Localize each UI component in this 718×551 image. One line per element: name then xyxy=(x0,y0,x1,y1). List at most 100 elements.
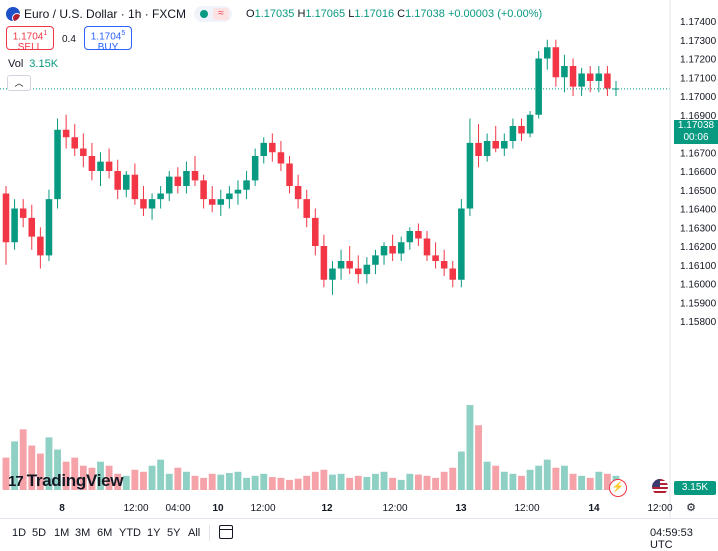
volume-bar xyxy=(578,475,586,490)
volume-bar xyxy=(363,477,371,490)
time-tick-label: 12:00 xyxy=(250,503,275,514)
range-1y-button[interactable]: 1Y xyxy=(147,527,161,539)
range-ytd-button[interactable]: YTD xyxy=(119,527,141,539)
collapse-legend-chevron-up-icon[interactable]: ︿ xyxy=(7,75,31,91)
volume-bar xyxy=(131,469,139,490)
candle-body xyxy=(389,246,396,254)
tradingview-logo-mark-icon: 17 xyxy=(8,472,24,490)
range-all-button[interactable]: All xyxy=(188,527,201,539)
volume-bar xyxy=(268,477,276,490)
volume-bar xyxy=(586,477,594,490)
candle-body xyxy=(501,141,508,149)
volume-bar xyxy=(36,453,44,490)
price-tick-label: 1.17300 xyxy=(680,36,717,47)
buy-button[interactable]: 1.17045 BUY xyxy=(84,26,132,53)
price-tick-label: 1.16900 xyxy=(680,111,717,122)
volume-bar xyxy=(440,471,448,490)
candle-body xyxy=(80,148,87,156)
volume-bar xyxy=(526,469,534,490)
volume-bar xyxy=(492,465,500,490)
candle-body xyxy=(466,142,474,209)
volume-bar xyxy=(62,461,70,490)
candle-body xyxy=(2,193,10,243)
range-6m-button[interactable]: 6M xyxy=(97,527,113,539)
us-flag-icon[interactable] xyxy=(652,479,668,495)
candle-body xyxy=(45,199,53,256)
symbol-legend[interactable]: Euro / U.S. Dollar · 1h · FXCM ≈ O1.1703… xyxy=(6,4,542,24)
sell-button[interactable]: 1.17041 SELL xyxy=(6,26,54,53)
price-tick-label: 1.17400 xyxy=(680,17,717,28)
volume-legend[interactable]: Vol 3.15K xyxy=(8,58,59,70)
price-tick-label: 1.16700 xyxy=(680,148,717,159)
volume-bar xyxy=(466,405,474,490)
volume-bar xyxy=(509,473,517,490)
volume-bar xyxy=(303,475,311,490)
volume-bar xyxy=(320,469,328,490)
wave-icon: ≈ xyxy=(213,8,230,20)
candle-body xyxy=(561,66,568,78)
economic-events-flash-icon[interactable]: ⚡ xyxy=(609,479,627,497)
volume-bar xyxy=(354,475,362,490)
candle-body xyxy=(277,152,285,164)
volume-bar xyxy=(2,457,10,490)
price-axis[interactable]: 1.17400 1.17300 1.17200 1.17100 1.17000 1.169… xyxy=(669,0,717,518)
range-5d-button[interactable]: 5D xyxy=(32,527,47,539)
time-tick-label: 12:00 xyxy=(647,503,672,514)
volume-bar xyxy=(97,461,104,490)
axis-settings-gear-icon[interactable]: ⚙ xyxy=(686,501,696,514)
candle-body xyxy=(595,73,603,81)
utc-clock[interactable]: 04:59:53 UTC xyxy=(650,527,693,551)
candle-body xyxy=(406,231,414,243)
volume-bar xyxy=(449,467,457,490)
volume-bar xyxy=(603,473,611,490)
candle-body xyxy=(37,236,44,256)
candle-body xyxy=(165,176,173,194)
candle-body xyxy=(509,126,517,141)
candle-body xyxy=(518,126,525,134)
candle-body xyxy=(483,141,491,156)
volume-bar xyxy=(277,477,285,490)
volume-bar xyxy=(518,475,525,490)
candle-body xyxy=(535,58,542,115)
candle-body xyxy=(71,137,78,149)
candle-body xyxy=(140,199,147,209)
volume-bar xyxy=(569,473,577,490)
candle-body xyxy=(354,268,362,275)
symbol-title[interactable]: Euro / U.S. Dollar · 1h · FXCM xyxy=(24,7,187,21)
tradingview-logo[interactable]: 17 TradingView xyxy=(8,471,124,490)
candle-body xyxy=(105,161,113,172)
range-5y-button[interactable]: 5Y xyxy=(167,527,181,539)
go-to-date-calendar-icon[interactable] xyxy=(219,525,233,539)
volume-bar xyxy=(54,449,61,490)
candle-body xyxy=(243,180,250,190)
candle-body xyxy=(251,156,259,181)
price-tick-label: 1.15800 xyxy=(680,317,717,328)
volume-bar xyxy=(414,474,422,490)
candle-body xyxy=(157,193,164,200)
range-1m-button[interactable]: 1M xyxy=(54,527,70,539)
price-tick-label: 1.17000 xyxy=(680,92,717,103)
candle-body xyxy=(380,246,388,256)
candle-body xyxy=(294,186,302,200)
range-1d-button[interactable]: 1D xyxy=(12,527,27,539)
price-tick-label: 1.16100 xyxy=(680,261,717,272)
time-axis[interactable]: 8 12:00 04:00 10 12:00 12 12:00 13 12:00 14 12:00 ⚙ xyxy=(59,501,696,514)
candle-body xyxy=(217,199,225,205)
volume-bar xyxy=(191,475,199,490)
time-tick-label: 13 xyxy=(455,503,467,514)
volume-bar xyxy=(19,429,27,490)
price-tick-label: 1.16500 xyxy=(680,186,717,197)
market-open-dot-icon xyxy=(200,10,209,18)
volume-bar xyxy=(372,473,379,490)
eur-usd-flag-icon xyxy=(6,7,20,21)
candle-body xyxy=(62,129,70,138)
price-chart[interactable]: 1.17400 1.17300 1.17200 1.17100 1.17000 1.169… xyxy=(0,0,718,518)
status-pill[interactable]: ≈ xyxy=(194,6,233,22)
volume-bar xyxy=(79,465,87,490)
volume-bar xyxy=(200,477,208,490)
range-3m-button[interactable]: 3M xyxy=(75,527,91,539)
candle-body xyxy=(449,268,457,280)
price-tick-label: 1.16200 xyxy=(680,242,717,253)
candle-body xyxy=(475,142,482,157)
candle-body xyxy=(97,161,104,172)
